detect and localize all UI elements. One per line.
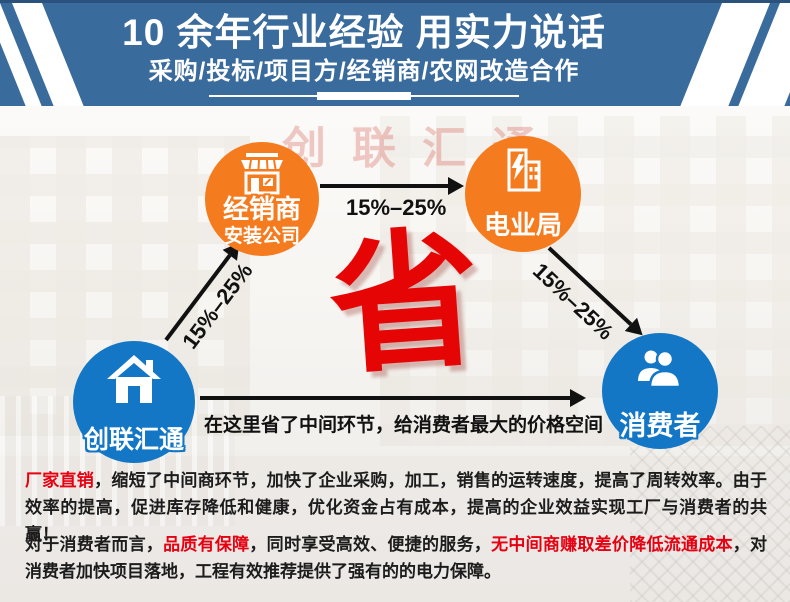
- paragraph-consumer-benefit: 对于消费者而言，品质有保障，同时享受高效、便捷的服务，无中间商赚取差价降低流通成…: [25, 531, 767, 585]
- save-character: 省: [324, 213, 486, 393]
- header-title: 10 余年行业经验 用实力说话: [122, 12, 606, 53]
- node-consumer: 消费者: [602, 333, 718, 449]
- paragraph-text: ，同时享受高效、便捷的服务，: [249, 535, 492, 554]
- paragraph-text: ，缩短了中间商环节，加快了企业采购，加工，销售的运转速度，提高了周转效率。由于效…: [25, 471, 768, 544]
- paragraph-factory-direct: 厂家直销，缩短了中间商环节，加快了企业采购，加工，销售的运转速度，提高了周转效率…: [25, 467, 767, 548]
- paragraph-text: ，对消费者加快项目落地，工程有效推荐提供了强有的的电力保障。: [25, 535, 768, 581]
- gate-background: [630, 426, 790, 602]
- house-icon: [107, 355, 161, 403]
- node-maker-label: 创联汇通: [83, 425, 185, 454]
- header-subtitle: 采购/投标/项目方/经销商/农网改造合作: [148, 58, 580, 85]
- storefront-icon: [241, 153, 283, 195]
- node-dealer-label: 经销商: [222, 193, 302, 224]
- paragraph-text: 对于消费者而言，: [25, 535, 164, 554]
- arrow-shaft: [200, 396, 570, 400]
- header-content: 10 余年行业经验 用实力说话 采购/投标/项目方/经销商/农网改造合作: [0, 10, 728, 100]
- diagram-section: 创联汇通 15%–25% 15%–25% 15%–25% 省 在这里省了中间环节…: [0, 106, 790, 602]
- discount-label: 15%–25%: [346, 195, 447, 220]
- bottom-band: [0, 456, 790, 602]
- highlight-quality: 品质有保障: [163, 535, 250, 554]
- node-dealer-sublabel: 安装公司: [223, 226, 301, 248]
- savings-caption: 在这里省了中间环节，给消费者最大的价格空间: [204, 415, 604, 436]
- node-bureau-label: 电业局: [483, 209, 563, 240]
- highlight-no-middleman: 无中间商赚取差价降低流通成本: [491, 535, 733, 554]
- node-consumer-label: 消费者: [619, 410, 701, 441]
- header-divider-center: [317, 92, 411, 100]
- node-bureau: 电业局: [465, 136, 581, 252]
- highlight-factory-direct: 厂家直销: [25, 471, 95, 490]
- arrow-shaft: [320, 184, 448, 188]
- header-divider: [209, 92, 519, 100]
- node-dealer: 经销商 安装公司: [205, 142, 319, 256]
- power-building-icon: [507, 148, 541, 192]
- arrow-head-icon: [570, 389, 586, 407]
- node-maker: 创联汇通: [73, 341, 195, 463]
- header: 10 余年行业经验 用实力说话 采购/投标/项目方/经销商/农网改造合作: [0, 0, 790, 106]
- arrow-head-icon: [448, 177, 464, 195]
- consumers-icon: [638, 349, 682, 388]
